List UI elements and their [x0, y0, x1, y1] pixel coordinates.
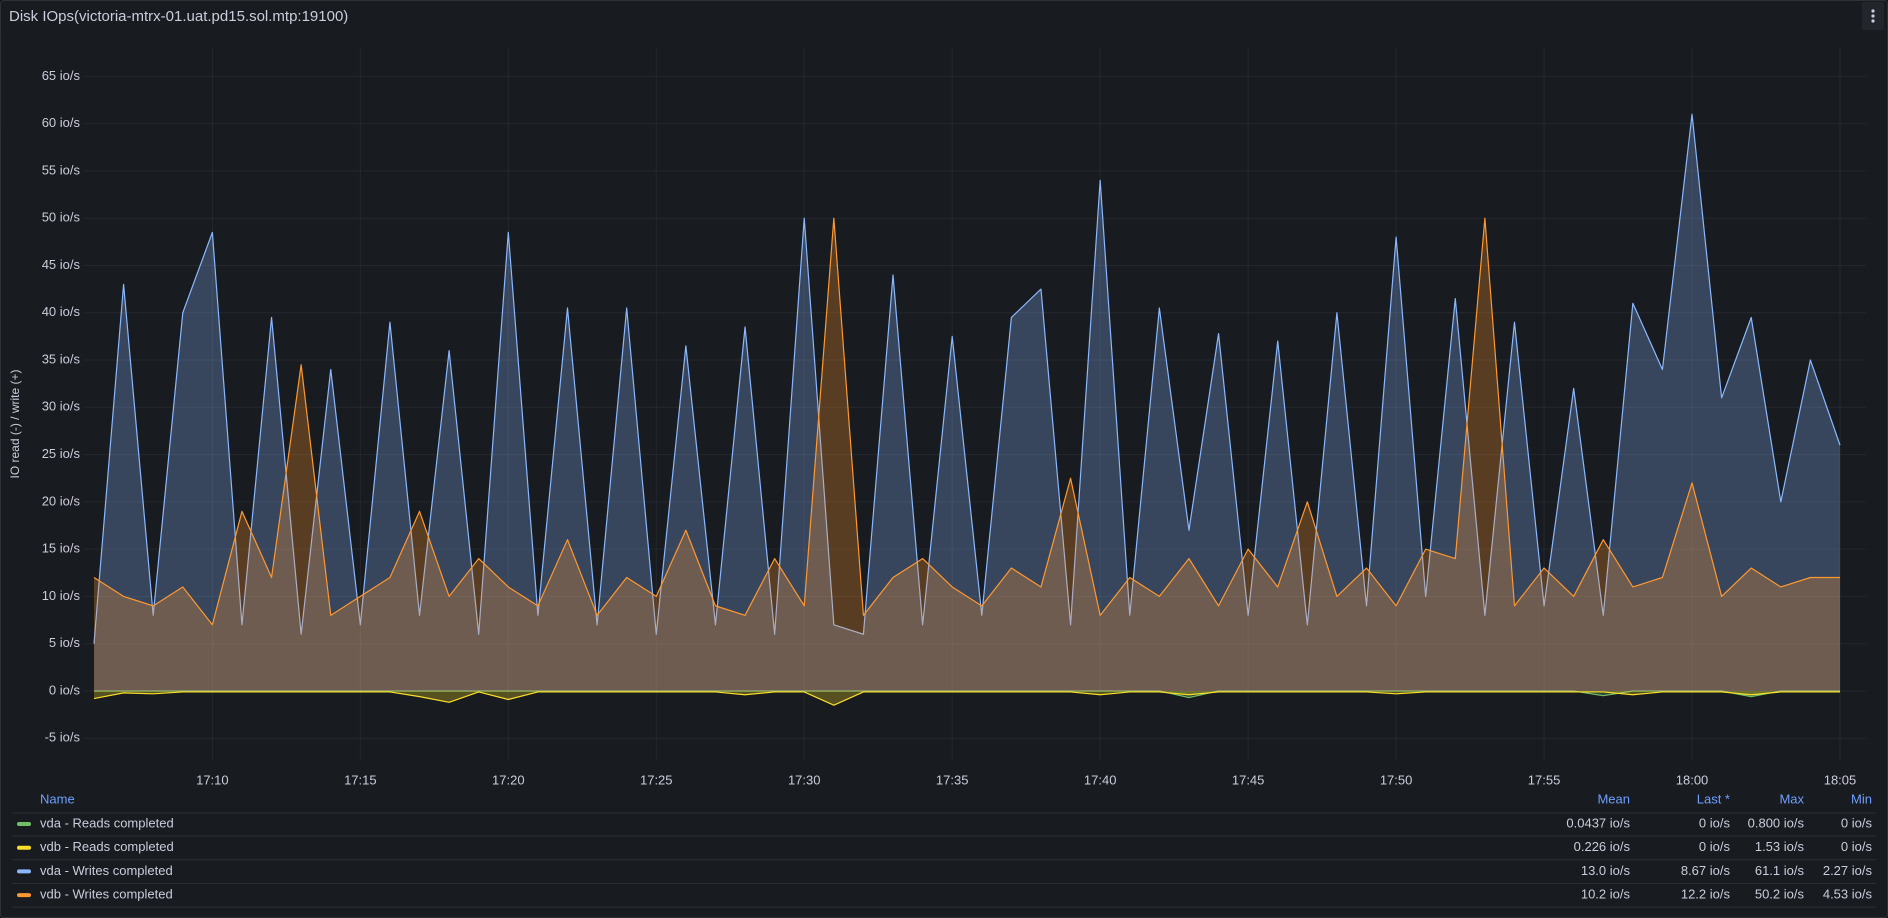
legend-header: Min	[1851, 791, 1872, 806]
legend-stat: 0 io/s	[1841, 839, 1873, 854]
legend-header: Max	[1779, 791, 1804, 806]
legend-stat: 10.2 io/s	[1581, 887, 1631, 902]
y-tick-label: 45 io/s	[42, 257, 81, 272]
legend-header: Mean	[1597, 791, 1630, 806]
series-area	[94, 690, 1840, 706]
x-tick-label: 17:10	[196, 772, 229, 787]
x-tick-label: 18:05	[1824, 772, 1857, 787]
y-tick-label: 20 io/s	[42, 493, 81, 508]
y-tick-label: 15 io/s	[42, 541, 81, 556]
y-tick-label: 35 io/s	[42, 351, 81, 366]
x-tick-label: 17:35	[936, 772, 969, 787]
x-tick-label: 17:30	[788, 772, 821, 787]
legend-stat: 2.27 io/s	[1823, 863, 1873, 878]
y-tick-label: 65 io/s	[42, 68, 81, 83]
menu-dot	[1871, 9, 1875, 13]
panel-title: Disk IOps(victoria-mtrx-01.uat.pd15.sol.…	[9, 8, 348, 25]
y-tick-label: 0 io/s	[49, 682, 81, 697]
panel-menu[interactable]	[1862, 2, 1884, 30]
legend-stat: 13.0 io/s	[1581, 863, 1631, 878]
legend-stat: 4.53 io/s	[1823, 887, 1873, 902]
legend-header: Name	[40, 791, 75, 806]
y-tick-label: 10 io/s	[42, 588, 81, 603]
series-line	[94, 690, 1840, 699]
y-tick-label: 40 io/s	[42, 304, 81, 319]
y-tick-label: -5 io/s	[45, 730, 81, 745]
y-tick-label: 5 io/s	[49, 635, 81, 650]
legend-stat: 8.67 io/s	[1681, 863, 1731, 878]
legend-stat: 12.2 io/s	[1681, 887, 1731, 902]
legend-stat: 61.1 io/s	[1755, 863, 1805, 878]
x-tick-label: 17:50	[1380, 772, 1413, 787]
y-tick-label: 50 io/s	[42, 210, 81, 225]
legend-stat: 0.0437 io/s	[1566, 815, 1630, 830]
x-tick-label: 18:00	[1676, 772, 1709, 787]
legend-stat: 0 io/s	[1841, 815, 1873, 830]
series-line	[93, 691, 1840, 706]
x-tick-label: 17:45	[1232, 772, 1265, 787]
series-line	[93, 217, 1840, 626]
legend-stat: 0 io/s	[1699, 815, 1731, 830]
legend-stat: 50.2 io/s	[1755, 887, 1805, 902]
y-tick-label: 25 io/s	[42, 446, 81, 461]
legend-header: Last *	[1697, 791, 1730, 806]
y-tick-label: 30 io/s	[42, 399, 81, 414]
legend-name: vda - Writes completed	[40, 863, 173, 878]
y-tick-label: 60 io/s	[42, 115, 81, 130]
legend-name: vdb - Writes completed	[40, 887, 173, 902]
menu-dot	[1871, 14, 1875, 18]
legend-stat: 0.226 io/s	[1574, 839, 1631, 854]
legend-name: vdb - Reads completed	[40, 839, 174, 854]
legend-name: vda - Reads completed	[40, 815, 174, 830]
x-tick-label: 17:15	[344, 772, 377, 787]
x-tick-label: 17:20	[492, 772, 525, 787]
x-tick-label: 17:55	[1528, 772, 1561, 787]
series-area	[94, 114, 1840, 691]
legend-stat: 0 io/s	[1699, 839, 1731, 854]
x-tick-label: 17:40	[1084, 772, 1117, 787]
x-tick-label: 17:25	[640, 772, 673, 787]
menu-dot	[1871, 19, 1875, 23]
legend-stat: 0.800 io/s	[1748, 815, 1805, 830]
y-tick-label: 55 io/s	[42, 162, 81, 177]
series-line	[93, 113, 1841, 644]
legend-stat: 1.53 io/s	[1755, 839, 1805, 854]
y-axis-label: IO read (-) / write (+)	[8, 369, 22, 478]
